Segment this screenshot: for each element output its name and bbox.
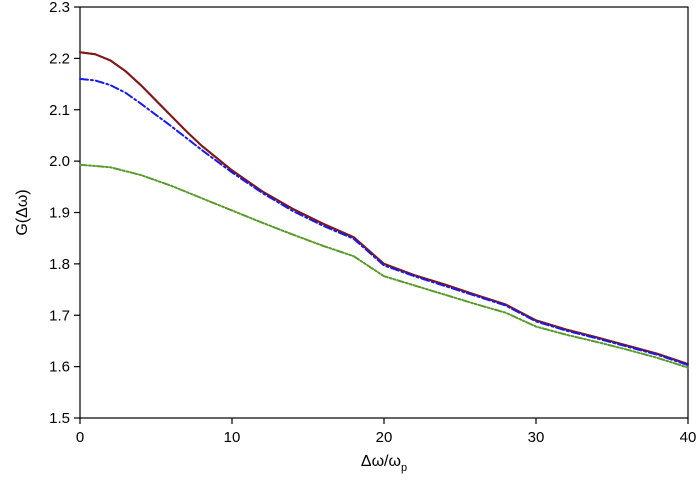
x-axis: 0 10 20 30 40 <box>76 418 697 446</box>
series-line-4 <box>79 163 689 369</box>
y-tick-label: 1.7 <box>49 307 70 324</box>
series-line-1 <box>79 51 689 366</box>
y-tick-label: 1.6 <box>49 359 70 376</box>
series-line-3 <box>79 77 689 367</box>
y-tick-label: 2.0 <box>49 153 70 170</box>
x-tick-label: 20 <box>376 429 393 446</box>
x-axis-label: Δω/ωp <box>361 453 407 474</box>
plot-frame <box>79 6 689 419</box>
x-axis-label-subscript: p <box>401 462 407 474</box>
y-axis: 1.5 1.6 1.7 1.8 1.9 2.0 2.1 2.2 2.3 <box>49 0 80 427</box>
series-layer <box>79 51 689 369</box>
y-tick-label: 1.9 <box>49 205 70 222</box>
x-tick-label: 30 <box>528 429 545 446</box>
y-tick-label: 2.2 <box>49 50 70 67</box>
y-axis-label: G(Δω) <box>14 189 31 235</box>
x-tick-label: 40 <box>680 429 697 446</box>
y-tick-label: 2.1 <box>49 102 70 119</box>
x-axis-label-main: Δω/ω <box>361 453 401 470</box>
series-line-2 <box>79 51 689 366</box>
y-tick-label: 1.5 <box>49 410 70 427</box>
y-tick-label: 2.3 <box>49 0 70 16</box>
x-tick-label: 10 <box>224 429 241 446</box>
plot-area <box>79 6 689 419</box>
x-tick-label: 0 <box>76 429 84 446</box>
y-tick-label: 1.8 <box>49 256 70 273</box>
